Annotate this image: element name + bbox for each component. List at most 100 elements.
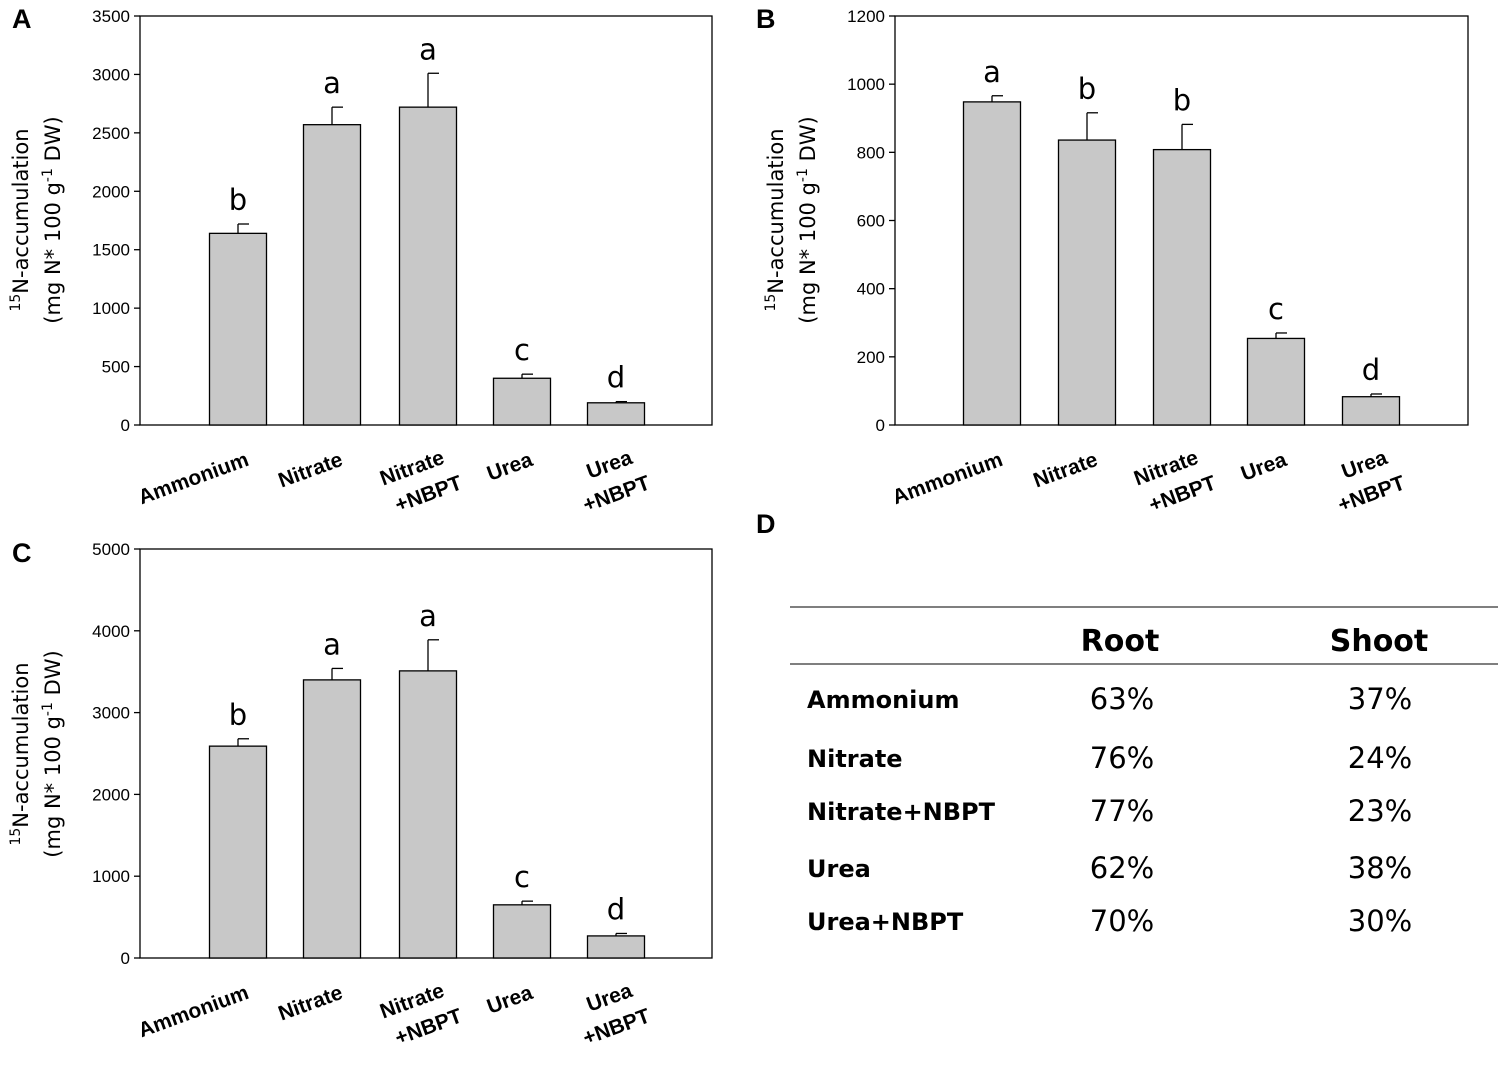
table-cell-root: 76%	[1090, 741, 1154, 775]
y-axis-unit: (mg N* 100 g	[796, 182, 820, 324]
significance-letter: d	[607, 892, 625, 926]
y-tick-label: 1500	[92, 241, 130, 260]
y-tick-label: 3500	[92, 7, 130, 26]
y-tick-label: 500	[102, 358, 130, 377]
x-category-label: Urea	[484, 448, 536, 486]
x-category-label: Urea	[1238, 448, 1290, 486]
bar	[1057, 139, 1117, 426]
bar	[302, 124, 362, 426]
table-cell-shoot: 30%	[1348, 904, 1412, 938]
table-row-label: Urea	[807, 855, 871, 883]
y-axis-label-superscript: 15	[8, 828, 24, 846]
y-tick-label: 1200	[847, 7, 885, 26]
y-tick-label: 600	[857, 212, 885, 231]
table-row-label: Nitrate	[807, 745, 903, 773]
x-category-label-line: Ammonium	[889, 448, 1005, 509]
x-category-label: Nitrate	[275, 448, 345, 492]
y-axis-label-line1: 15N-accumulation	[8, 662, 33, 845]
x-category-label-line: Nitrate	[275, 448, 345, 492]
x-category-label: Nitrate	[275, 981, 345, 1025]
bar	[1152, 148, 1212, 426]
panel-label: A	[12, 4, 32, 34]
y-axis-label-superscript: 15	[8, 294, 24, 312]
y-tick-label: 1000	[92, 867, 130, 886]
x-category-label: Urea+NBPT	[580, 446, 653, 517]
y-tick-label: 800	[857, 143, 885, 162]
chart-panel-c: C 0 1000 2000 3000 4000 5000 15N-accumulation (m…	[8, 538, 713, 1050]
y-tick-label: 0	[121, 949, 130, 968]
significance-letter: a	[983, 55, 1001, 89]
significance-letter: b	[229, 698, 247, 732]
table-cell-shoot: 38%	[1348, 851, 1412, 885]
x-category-label-line: Ammonium	[135, 981, 251, 1042]
y-axis-unit-superscript: -1	[40, 168, 56, 182]
table-cell-root: 77%	[1090, 794, 1154, 828]
table-cell-root: 70%	[1090, 904, 1154, 938]
bar	[208, 745, 268, 959]
y-tick-label: 3000	[92, 65, 130, 84]
x-category-label-line: Nitrate	[1030, 448, 1100, 492]
table-cell-root: 63%	[1090, 682, 1154, 716]
panel-label: D	[756, 509, 776, 539]
x-category-label: Ammonium	[889, 448, 1005, 509]
bar	[302, 679, 362, 959]
table-cell-shoot: 24%	[1348, 741, 1412, 775]
significance-letter: a	[323, 627, 341, 661]
x-category-label: Urea	[484, 981, 536, 1019]
x-category-label: Urea+NBPT	[580, 979, 653, 1050]
bar	[208, 232, 268, 426]
significance-letter: c	[1268, 292, 1284, 326]
bar	[492, 904, 552, 959]
bar	[492, 377, 552, 426]
y-axis-label-text: N-accumulation	[9, 128, 33, 293]
significance-letter: a	[419, 599, 437, 633]
y-tick-label: 0	[876, 416, 885, 435]
y-axis-unit-tail: DW)	[41, 116, 65, 168]
bar	[586, 935, 646, 959]
significance-letter: a	[323, 66, 341, 100]
y-axis-unit-superscript: -1	[795, 168, 811, 182]
table-cell-shoot: 37%	[1348, 682, 1412, 716]
bar	[586, 402, 646, 426]
y-tick-label: 2500	[92, 124, 130, 143]
x-category-label: Nitrate+NBPT	[377, 446, 465, 517]
y-axis-label-text: N-accumulation	[9, 662, 33, 827]
table-row-label: Ammonium	[807, 686, 959, 714]
y-tick-label: 5000	[92, 540, 130, 559]
x-category-label: Nitrate	[1030, 448, 1100, 492]
bar	[1341, 396, 1401, 426]
y-tick-label: 200	[857, 348, 885, 367]
y-axis-label-line2: (mg N* 100 g-1 DW)	[40, 116, 65, 323]
y-axis-label-line1: 15N-accumulation	[763, 128, 788, 311]
y-tick-label: 4000	[92, 622, 130, 641]
y-axis-label-superscript: 15	[763, 294, 779, 312]
significance-letter: b	[229, 183, 247, 217]
y-axis-label-line1: 15N-accumulation	[8, 128, 33, 311]
panel-label: B	[756, 4, 776, 34]
x-category-label: Urea+NBPT	[1335, 446, 1408, 517]
table-cell-shoot: 23%	[1348, 794, 1412, 828]
x-category-label-line: Urea	[1238, 448, 1290, 486]
y-axis-label-text: N-accumulation	[764, 128, 788, 293]
y-axis-unit-tail: DW)	[41, 650, 65, 702]
y-axis-label-line2: (mg N* 100 g-1 DW)	[795, 116, 820, 323]
x-category-label: Nitrate+NBPT	[1131, 446, 1219, 517]
panel-label: C	[12, 538, 32, 568]
chart-panel-b: B 0 200 400 600 800 1000 1200 15N-accumulation (m…	[756, 4, 1469, 517]
y-axis-unit: (mg N* 100 g	[41, 716, 65, 858]
table-header-shoot: Shoot	[1330, 624, 1429, 659]
significance-letter: a	[419, 32, 437, 66]
x-category-label: Nitrate+NBPT	[377, 979, 465, 1050]
y-tick-label: 400	[857, 280, 885, 299]
bar	[398, 106, 458, 426]
significance-letter: c	[514, 333, 530, 367]
y-axis-label-line2: (mg N* 100 g-1 DW)	[40, 650, 65, 857]
x-category-label: Ammonium	[135, 448, 251, 509]
table-cell-root: 62%	[1090, 851, 1154, 885]
y-axis-unit-superscript: -1	[40, 702, 56, 716]
y-tick-label: 1000	[92, 299, 130, 318]
bar	[1246, 337, 1306, 426]
y-tick-label: 2000	[92, 785, 130, 804]
bar	[398, 670, 458, 959]
